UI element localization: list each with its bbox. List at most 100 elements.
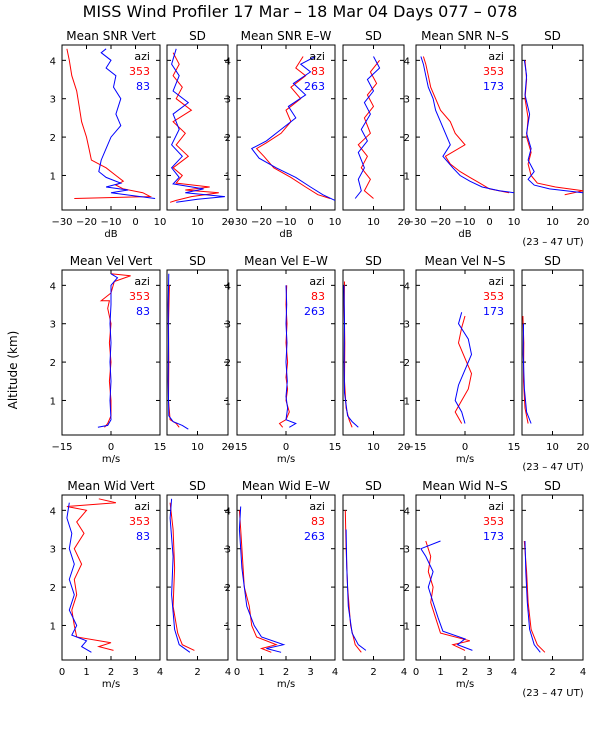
snr-1-sd-xtick-label: 10 xyxy=(191,217,204,228)
wid-3-mean-xtick-label: 2 xyxy=(462,667,468,678)
wid-2-sd-series-blue xyxy=(345,529,367,651)
snr-2-mean-series-blue xyxy=(250,56,336,201)
wid-1-mean-legend-heading: azi xyxy=(134,500,150,513)
wid-2-sd-xtick-label: 4 xyxy=(401,667,407,678)
vel-1-mean-xtick-label: 0 xyxy=(108,442,114,453)
snr-2-mean-legend-heading: azi xyxy=(309,50,325,63)
vel-3-sd-xtick-label: 10 xyxy=(546,442,559,453)
snr-2-mean-legend-blue: 263 xyxy=(304,80,325,93)
wid-1-sd-title: SD xyxy=(189,479,206,493)
wid-2-mean-ytick-label: 2 xyxy=(225,583,231,594)
snr-2-sd-xtick-label: 10 xyxy=(367,217,380,228)
wid-2-mean-ytick-label: 1 xyxy=(225,621,231,632)
vel-2-sd-series-red xyxy=(343,281,353,428)
wid-1-sd-xtick-label: 4 xyxy=(225,667,231,678)
vel-2-mean-ytick-label: 1 xyxy=(225,396,231,407)
vel-1-mean-legend-red: 353 xyxy=(129,290,150,303)
wid-3-mean-unit: m/s xyxy=(456,679,474,690)
snr-3-sd-series-blue xyxy=(523,60,584,194)
snr-1-sd-series-red xyxy=(169,52,219,203)
wid-2-mean-legend-blue: 263 xyxy=(304,530,325,543)
snr-2-mean-xtick-label: −20 xyxy=(251,217,272,228)
snr-2-mean-xtick-label: 0 xyxy=(307,217,313,228)
wid-1-mean-ytick-label: 4 xyxy=(50,506,56,517)
snr-1-sd-xtick-label: 20 xyxy=(222,217,235,228)
snr-2-mean-ytick-label: 1 xyxy=(225,171,231,182)
wid-3-mean-title: Mean Wid N–S xyxy=(422,479,507,493)
wid-1-mean-ytick-label: 3 xyxy=(50,545,56,556)
vel-3-mean-ytick-label: 1 xyxy=(404,396,410,407)
vel-3-mean-legend-heading: azi xyxy=(488,275,504,288)
vel-3-sd-xtick-label: 20 xyxy=(577,442,590,453)
vel-2-mean-title: Mean Vel E–W xyxy=(244,254,328,268)
vel-3-mean-unit: m/s xyxy=(456,454,474,465)
wid-1-mean-ytick-label: 1 xyxy=(50,621,56,632)
vel-1-mean-legend-blue: 83 xyxy=(136,305,150,318)
snr-1-mean-ytick-label: 3 xyxy=(50,95,56,106)
snr-2-sd-title: SD xyxy=(365,29,382,43)
vel-2-mean-unit: m/s xyxy=(277,454,295,465)
vel-1-mean-series-blue xyxy=(97,273,119,428)
snr-2-sd-xtick-label: 20 xyxy=(398,217,411,228)
vel-3-mean-legend-red: 353 xyxy=(483,290,504,303)
wid-2-mean-legend-heading: azi xyxy=(309,500,325,513)
snr-3-mean-ytick-label: 2 xyxy=(404,133,410,144)
vel-2-sd-xtick-label: 10 xyxy=(367,442,380,453)
vel-1-mean-ytick-label: 4 xyxy=(50,281,56,292)
wid-2-mean-ytick-label: 3 xyxy=(225,545,231,556)
vel-3-sd-title: SD xyxy=(544,254,561,268)
snr-2-mean-ytick-label: 3 xyxy=(225,95,231,106)
vel-3-sd-series-blue xyxy=(522,323,532,424)
vel-2-mean-series-blue xyxy=(285,285,297,428)
vel-1-mean-title: Mean Vel Vert xyxy=(70,254,153,268)
vel-2-sd-frame xyxy=(342,269,405,436)
wid-1-mean-xtick-label: 2 xyxy=(108,667,114,678)
vel-2-sd-series-blue xyxy=(343,285,359,428)
vel-1-sd-frame xyxy=(166,269,229,436)
vel-2-mean-legend-heading: azi xyxy=(309,275,325,288)
snr-1-mean-unit: dB xyxy=(104,229,117,240)
vel-2-mean-series-red xyxy=(278,285,290,428)
vel-2-mean-ytick-label: 4 xyxy=(225,281,231,292)
snr-1-mean-legend-heading: azi xyxy=(134,50,150,63)
wid-1-mean-xtick-label: 0 xyxy=(59,667,65,678)
snr-3-mean-series-red xyxy=(422,56,510,194)
snr-3-mean-legend-heading: azi xyxy=(488,50,504,63)
snr-3-mean-legend-red: 353 xyxy=(483,65,504,78)
snr-2-mean-ytick-label: 2 xyxy=(225,133,231,144)
wid-1-mean-legend-blue: 83 xyxy=(136,530,150,543)
wid-3-mean-series-red xyxy=(425,540,471,651)
time-range-note-row1: (23 – 47 UT) xyxy=(522,237,583,248)
snr-3-sd-xtick-label: 20 xyxy=(577,217,590,228)
wid-2-mean-legend-red: 83 xyxy=(311,515,325,528)
wid-2-sd-title: SD xyxy=(365,479,382,493)
snr-1-sd-series-blue xyxy=(170,48,225,203)
snr-1-mean-legend-blue: 83 xyxy=(136,80,150,93)
snr-3-mean-xtick-label: −30 xyxy=(405,217,426,228)
snr-2-mean-legend-red: 83 xyxy=(311,65,325,78)
snr-2-mean-ytick-label: 4 xyxy=(225,56,231,67)
snr-2-sd-series-blue xyxy=(354,56,381,199)
vel-2-mean-ytick-label: 3 xyxy=(225,320,231,331)
vel-3-mean-xtick-label: −15 xyxy=(405,442,426,453)
vel-3-mean-legend-blue: 173 xyxy=(483,305,504,318)
vel-3-mean-xtick-label: 15 xyxy=(508,442,521,453)
snr-3-mean-legend-blue: 173 xyxy=(483,80,504,93)
snr-3-sd-frame xyxy=(521,44,584,211)
wid-2-mean-xtick-label: 2 xyxy=(283,667,289,678)
wid-3-mean-xtick-label: 1 xyxy=(437,667,443,678)
snr-2-mean-unit: dB xyxy=(279,229,292,240)
vel-1-mean-xtick-label: 15 xyxy=(154,442,167,453)
vel-1-mean-xtick-label: −15 xyxy=(51,442,72,453)
wid-3-mean-xtick-label: 3 xyxy=(486,667,492,678)
snr-3-mean-ytick-label: 1 xyxy=(404,171,410,182)
wid-3-mean-legend-blue: 173 xyxy=(483,530,504,543)
vel-1-sd-title: SD xyxy=(189,254,206,268)
wid-2-mean-xtick-label: 4 xyxy=(332,667,338,678)
vel-1-mean-ytick-label: 1 xyxy=(50,396,56,407)
snr-1-mean-title: Mean SNR Vert xyxy=(66,29,156,43)
wid-2-mean-unit: m/s xyxy=(277,679,295,690)
snr-3-mean-xtick-label: 10 xyxy=(508,217,521,228)
y-axis-label: Altitude (km) xyxy=(6,331,20,410)
snr-3-mean-xtick-label: −20 xyxy=(430,217,451,228)
